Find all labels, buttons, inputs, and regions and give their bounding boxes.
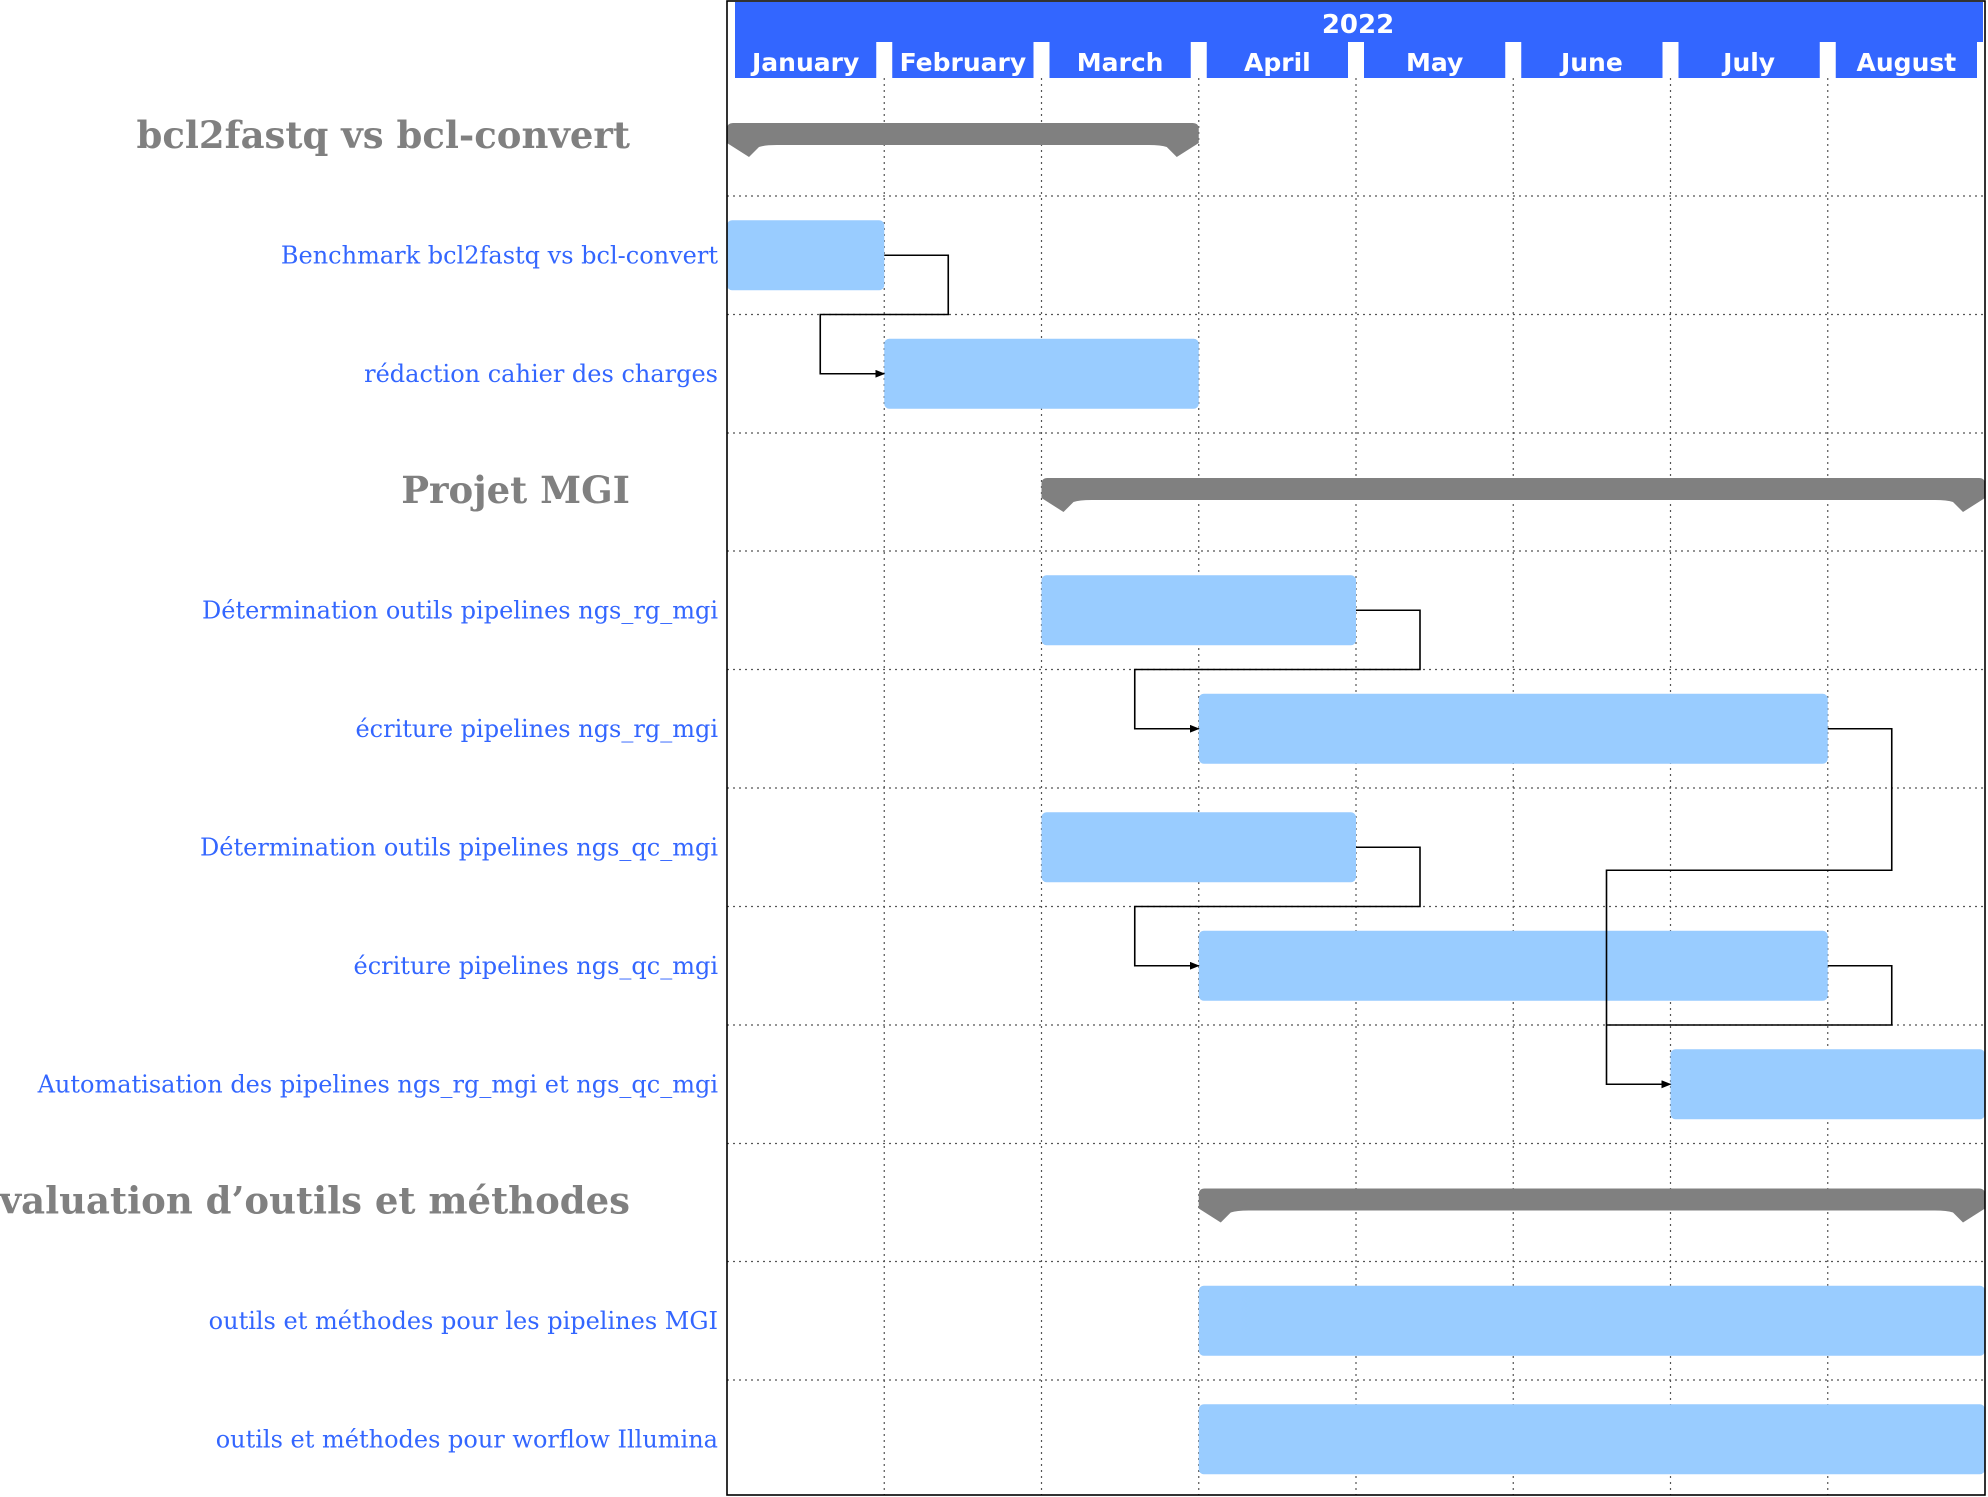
calendar-header: January February March April May June July Augu… — [735, 2, 1983, 78]
task-bar — [1198, 693, 1828, 764]
task-bar — [1198, 1285, 1985, 1356]
gantt-bars — [727, 123, 1985, 1475]
task-label: Détermination outils pipelines ngs_qc_mg… — [200, 833, 718, 861]
task-label: Automatisation des pipelines ngs_rg_mgi … — [37, 1070, 719, 1098]
group-label: bcl2fastq vs bcl-convert — [136, 113, 630, 157]
month-header-january: January — [735, 40, 877, 78]
task-bar — [884, 338, 1199, 409]
group-label: Projet MGI — [401, 468, 630, 512]
month-cell — [1835, 40, 1977, 78]
task-label: Détermination outils pipelines ngs_rg_mg… — [202, 596, 718, 624]
month-cell — [1521, 40, 1663, 78]
task-label: rédaction cahier des charges — [364, 360, 718, 388]
month-header-may: May — [1364, 40, 1506, 78]
dependency-links — [819, 254, 1893, 1089]
task-bar — [1198, 930, 1828, 1001]
row-labels: bcl2fastq vs bcl-convert Benchmark bcl2fa… — [0, 113, 718, 1453]
dependency-link — [819, 254, 950, 378]
dependency-link — [1606, 964, 1893, 1026]
task-bar — [1041, 812, 1356, 883]
month-cell — [892, 40, 1034, 78]
month-header-august: August — [1835, 40, 1977, 78]
task-bar — [727, 220, 885, 291]
year-label: 2022 — [1322, 10, 1394, 40]
task-bar — [1198, 1404, 1985, 1475]
month-header-april: April — [1206, 40, 1348, 78]
task-bar — [1670, 1049, 1985, 1120]
month-label: April — [1244, 48, 1311, 77]
task-label: écriture pipelines ngs_rg_mgi — [355, 715, 718, 743]
dependency-link — [1133, 609, 1421, 733]
month-cell — [735, 40, 877, 78]
year-header — [735, 2, 1983, 42]
chart-frame — [726, 0, 1986, 1496]
month-label: July — [1721, 48, 1775, 77]
dependency-link — [1133, 846, 1421, 970]
task-bar — [1041, 575, 1356, 646]
month-cell — [1678, 40, 1820, 78]
task-label: outils et méthodes pour les pipelines MG… — [209, 1307, 718, 1335]
month-label: March — [1077, 48, 1164, 77]
task-label: Benchmark bcl2fastq vs bcl-convert — [281, 241, 718, 269]
group-bar — [1198, 1188, 1985, 1223]
gantt-grid — [727, 78, 1985, 1495]
month-label: June — [1559, 48, 1623, 77]
month-label: February — [900, 48, 1027, 77]
month-label: August — [1857, 48, 1957, 77]
task-label: écriture pipelines ngs_qc_mgi — [354, 952, 719, 980]
group-bar — [1041, 478, 1985, 512]
group-bar — [727, 123, 1199, 157]
month-cell — [1364, 40, 1506, 78]
month-header-february: February — [892, 40, 1034, 78]
month-cell — [1049, 40, 1191, 78]
month-cell — [1206, 40, 1348, 78]
month-header-july: July — [1678, 40, 1820, 78]
month-label: January — [750, 48, 859, 77]
month-header-june: June — [1521, 40, 1663, 78]
task-label: outils et méthodes pour worflow Illumina — [216, 1425, 718, 1453]
dependency-link — [1605, 727, 1893, 1089]
month-header-march: March — [1049, 40, 1191, 78]
group-label: Évaluation d’outils et méthodes — [0, 1179, 630, 1223]
month-label: May — [1406, 48, 1463, 77]
